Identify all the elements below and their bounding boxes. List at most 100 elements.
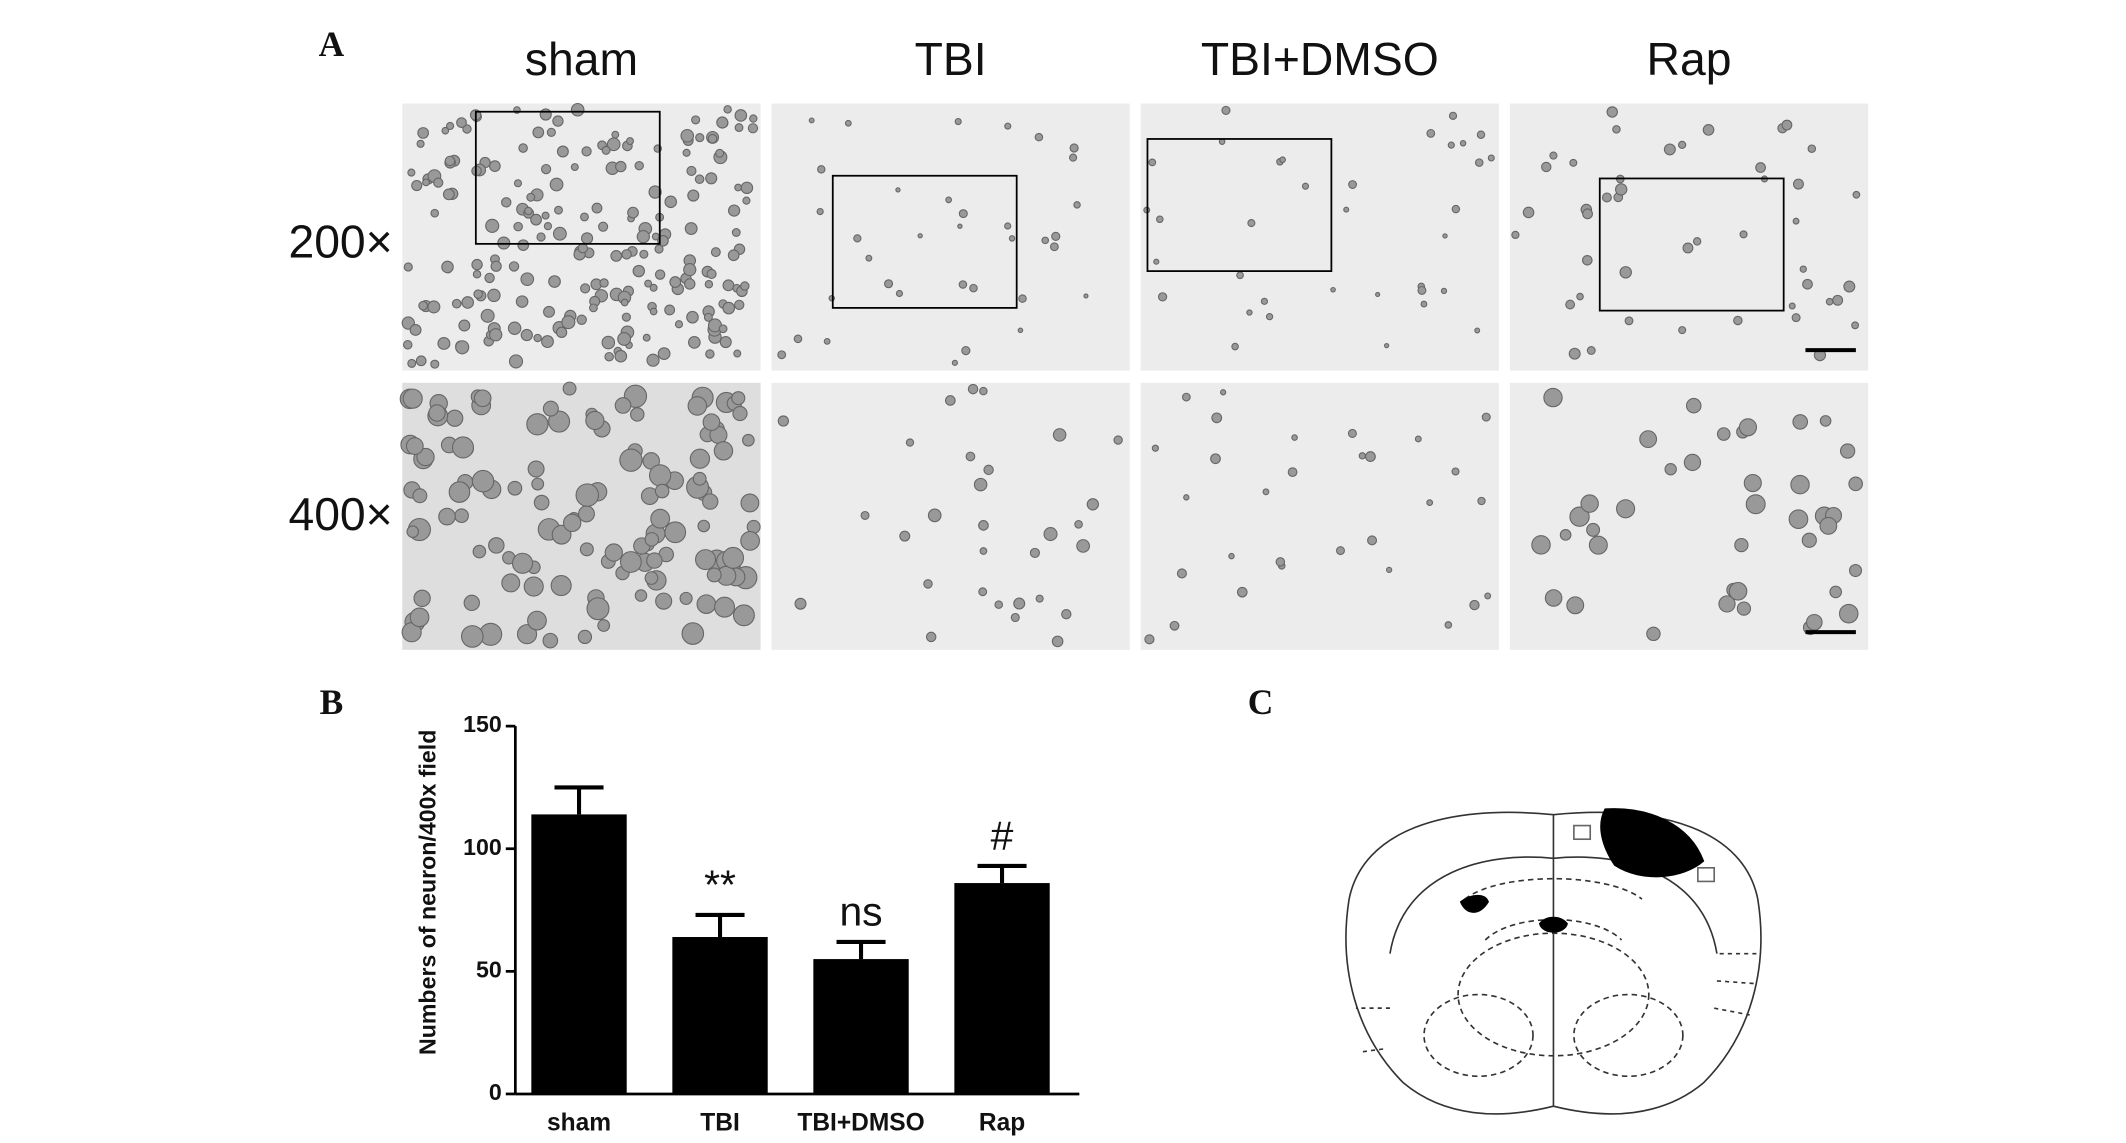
cell [1692, 237, 1702, 246]
cell [1544, 589, 1563, 607]
cell [740, 181, 754, 195]
cell [488, 537, 505, 554]
cell [816, 207, 824, 216]
cell [1035, 594, 1044, 603]
cell [428, 404, 446, 422]
cortex-inner [1389, 856, 1718, 954]
cell [1848, 564, 1863, 578]
cell [704, 280, 714, 289]
cell [533, 333, 542, 343]
zoom-box [1598, 177, 1785, 312]
cell [1029, 547, 1040, 558]
cell [723, 105, 732, 114]
cell [715, 148, 725, 158]
cell [411, 179, 423, 192]
cell [542, 632, 559, 649]
cell [1275, 557, 1286, 567]
cell [518, 143, 528, 153]
y-axis-label: Numbers of neuron/400x field [415, 730, 441, 1055]
cell [472, 269, 482, 279]
cell [734, 183, 743, 192]
cell [1568, 347, 1581, 360]
cell [899, 530, 911, 542]
cell [1829, 585, 1843, 599]
cell [462, 124, 472, 134]
cell [552, 226, 567, 241]
cell [614, 397, 632, 414]
cell [687, 189, 700, 202]
cell [501, 573, 521, 593]
cell [1181, 392, 1191, 402]
cell [794, 597, 807, 610]
cell [718, 324, 728, 334]
cell [634, 161, 644, 171]
cell [542, 400, 559, 417]
cell [405, 437, 424, 456]
cell [580, 283, 591, 294]
cell [1848, 476, 1863, 492]
cell [1678, 140, 1687, 149]
cell [448, 481, 471, 503]
cell [1549, 151, 1558, 160]
cell [1582, 208, 1593, 220]
cell [740, 493, 760, 513]
cell [438, 507, 456, 526]
cell [951, 359, 958, 366]
cell [1260, 297, 1268, 305]
significance-label: ** [704, 861, 736, 907]
cell [1559, 528, 1572, 541]
cell [402, 388, 423, 409]
cell [732, 604, 755, 627]
cell [611, 130, 620, 139]
cell [626, 137, 635, 146]
cell [1586, 522, 1601, 537]
cell [1069, 153, 1078, 162]
cell [1716, 427, 1731, 441]
cell [549, 177, 564, 192]
cell [577, 242, 589, 254]
bar [954, 883, 1050, 1094]
cell [1442, 233, 1448, 239]
cell [1448, 111, 1458, 120]
cell [664, 521, 687, 544]
cell [1156, 215, 1164, 224]
cell [579, 542, 594, 557]
cell [1426, 499, 1434, 507]
cell [1051, 635, 1064, 648]
cell [664, 195, 678, 209]
cell [713, 441, 734, 461]
cell [487, 288, 501, 303]
cell [507, 480, 523, 496]
cell [484, 272, 495, 284]
cell [577, 505, 595, 523]
cell [416, 139, 425, 148]
cell [604, 543, 623, 562]
micrograph [1140, 103, 1499, 371]
cell [634, 589, 648, 602]
cell [1459, 140, 1467, 147]
micrograph [771, 103, 1130, 371]
cell [954, 117, 962, 126]
cell [692, 471, 707, 486]
cell [532, 126, 545, 139]
cell [722, 301, 736, 315]
x-tick-label: sham [547, 1109, 611, 1136]
cell [527, 610, 547, 631]
cell [680, 128, 695, 143]
cell [1265, 313, 1274, 321]
cell [513, 221, 523, 232]
cell [615, 160, 627, 173]
cell [1839, 443, 1856, 459]
cell [1151, 444, 1159, 452]
cell [1447, 141, 1455, 149]
cell [1183, 494, 1190, 501]
cell [1049, 242, 1059, 252]
cell [1383, 343, 1390, 349]
cell [1819, 415, 1832, 427]
cell [706, 567, 722, 583]
cell [860, 510, 870, 520]
cell [415, 355, 427, 367]
cell [927, 508, 942, 523]
cell [437, 337, 451, 350]
cell [417, 127, 430, 139]
